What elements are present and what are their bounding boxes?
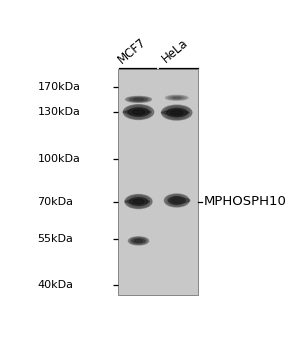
- Text: MCF7: MCF7: [115, 35, 149, 66]
- Ellipse shape: [166, 108, 187, 117]
- Ellipse shape: [125, 195, 152, 209]
- Text: 55kDa: 55kDa: [37, 234, 73, 244]
- Ellipse shape: [134, 239, 143, 243]
- Ellipse shape: [125, 200, 149, 203]
- Ellipse shape: [162, 111, 189, 114]
- Text: 70kDa: 70kDa: [37, 197, 73, 206]
- Ellipse shape: [166, 195, 187, 206]
- Ellipse shape: [135, 239, 143, 242]
- Ellipse shape: [133, 98, 144, 101]
- Ellipse shape: [128, 97, 150, 102]
- Ellipse shape: [162, 105, 192, 120]
- Ellipse shape: [167, 96, 186, 100]
- Ellipse shape: [169, 97, 185, 99]
- Ellipse shape: [132, 109, 145, 116]
- Ellipse shape: [133, 98, 144, 100]
- Ellipse shape: [128, 237, 149, 245]
- Ellipse shape: [130, 98, 147, 101]
- Ellipse shape: [168, 197, 185, 204]
- Ellipse shape: [123, 105, 154, 119]
- Ellipse shape: [128, 108, 149, 116]
- Ellipse shape: [172, 97, 182, 99]
- Ellipse shape: [169, 96, 184, 99]
- Ellipse shape: [130, 197, 147, 206]
- Ellipse shape: [164, 106, 190, 119]
- Ellipse shape: [129, 98, 148, 101]
- Ellipse shape: [170, 109, 184, 116]
- Ellipse shape: [133, 198, 145, 205]
- Text: 170kDa: 170kDa: [37, 82, 80, 92]
- Ellipse shape: [173, 198, 190, 203]
- Ellipse shape: [172, 97, 181, 99]
- Text: HeLa: HeLa: [159, 36, 190, 65]
- Ellipse shape: [166, 95, 188, 100]
- Text: 130kDa: 130kDa: [37, 106, 80, 117]
- Ellipse shape: [170, 197, 184, 204]
- Ellipse shape: [164, 194, 189, 207]
- Ellipse shape: [126, 106, 151, 118]
- Ellipse shape: [133, 199, 144, 204]
- Ellipse shape: [130, 237, 147, 244]
- Ellipse shape: [129, 198, 148, 205]
- Text: 40kDa: 40kDa: [37, 280, 73, 289]
- Ellipse shape: [132, 238, 145, 244]
- Ellipse shape: [126, 97, 151, 102]
- Text: 100kDa: 100kDa: [37, 154, 80, 164]
- Ellipse shape: [129, 107, 148, 117]
- Ellipse shape: [171, 197, 182, 203]
- Ellipse shape: [169, 196, 185, 205]
- Ellipse shape: [133, 110, 145, 115]
- Ellipse shape: [123, 110, 151, 114]
- Ellipse shape: [171, 110, 183, 115]
- Ellipse shape: [127, 196, 150, 208]
- Ellipse shape: [167, 108, 186, 118]
- Ellipse shape: [172, 198, 182, 203]
- Ellipse shape: [131, 239, 146, 243]
- Text: MPHOSPH10: MPHOSPH10: [204, 195, 287, 208]
- FancyBboxPatch shape: [118, 69, 198, 295]
